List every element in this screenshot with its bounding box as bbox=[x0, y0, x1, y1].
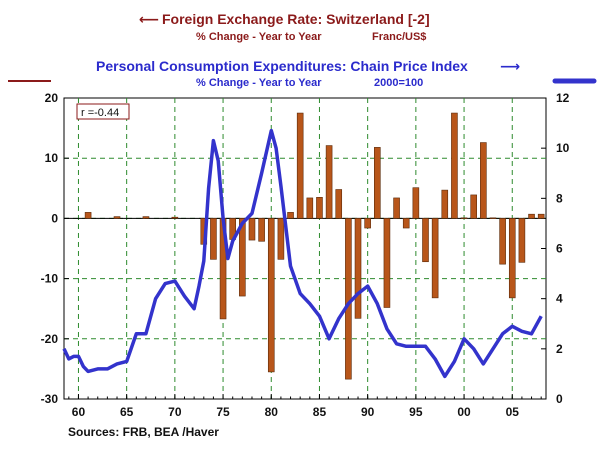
bar bbox=[258, 218, 265, 242]
source-note: Sources: FRB, BEA /Haver bbox=[68, 425, 219, 439]
bar bbox=[335, 189, 343, 219]
bar bbox=[441, 189, 449, 219]
annotation-text: r =-0.44 bbox=[81, 107, 119, 119]
bar bbox=[171, 216, 179, 219]
bar bbox=[470, 194, 477, 219]
bar bbox=[451, 112, 458, 219]
bar bbox=[422, 218, 429, 263]
bar bbox=[345, 218, 352, 380]
left-axis-tick-label: -30 bbox=[41, 392, 59, 406]
right-unit: 2000=100 bbox=[374, 77, 423, 89]
bar bbox=[431, 218, 439, 299]
bar bbox=[210, 218, 217, 260]
bar bbox=[267, 218, 275, 373]
bar bbox=[518, 218, 526, 263]
bar bbox=[402, 218, 410, 229]
right-axis-tick-label: 4 bbox=[556, 292, 563, 306]
left-axis-tick-label: -20 bbox=[41, 332, 59, 346]
x-axis-tick-label: 00 bbox=[457, 405, 471, 419]
bar bbox=[354, 218, 362, 319]
bar bbox=[325, 145, 333, 219]
right-subtitle: % Change - Year to Year bbox=[196, 77, 322, 89]
bar bbox=[528, 213, 535, 219]
x-axis-tick-label: 05 bbox=[506, 405, 520, 419]
line-series bbox=[62, 128, 543, 379]
right-axis-tick-label: 0 bbox=[556, 392, 563, 406]
x-axis-tick-label: 70 bbox=[168, 405, 182, 419]
left-subtitle: % Change - Year to Year bbox=[196, 31, 322, 43]
left-axis-tick-label: 0 bbox=[51, 211, 58, 225]
bar-series bbox=[84, 112, 545, 380]
bar bbox=[412, 187, 420, 219]
left-axis-tick-label: -10 bbox=[41, 272, 59, 286]
bar bbox=[537, 213, 545, 219]
x-axis-tick-label: 95 bbox=[409, 405, 423, 419]
bar bbox=[316, 197, 323, 219]
x-axis: 60 65 70 75 80 85 90 95 00 05 bbox=[68, 394, 542, 419]
right-arrow-icon: ⟶ bbox=[500, 58, 520, 74]
bar bbox=[113, 216, 121, 219]
right-axis: 0 2 4 6 8 10 12 bbox=[541, 91, 570, 406]
right-axis-tick-label: 10 bbox=[556, 141, 570, 155]
bar bbox=[296, 112, 304, 219]
bar bbox=[306, 197, 314, 219]
bar bbox=[499, 218, 506, 265]
x-axis-tick-label: 65 bbox=[120, 405, 134, 419]
left-unit: Franc/US$ bbox=[372, 31, 426, 43]
bar bbox=[374, 147, 381, 219]
bar bbox=[480, 142, 487, 219]
left-axis-tick-label: 10 bbox=[45, 151, 59, 165]
right-axis-tick-label: 2 bbox=[556, 342, 563, 356]
bar bbox=[508, 218, 516, 299]
right-axis-tick-label: 6 bbox=[556, 242, 563, 256]
left-axis: -30 -20 -10 0 10 20 bbox=[41, 91, 69, 406]
bar bbox=[142, 216, 150, 219]
left-arrow-icon: ⟵ bbox=[139, 11, 159, 27]
bar bbox=[84, 212, 92, 219]
bar bbox=[383, 218, 391, 308]
bar bbox=[239, 218, 246, 297]
right-title: Personal Consumption Expenditures: Chain… bbox=[96, 58, 468, 74]
bar bbox=[277, 218, 285, 260]
x-axis-tick-label: 85 bbox=[313, 405, 327, 419]
plot-area bbox=[63, 97, 547, 400]
left-axis-tick-label: 20 bbox=[45, 91, 59, 105]
x-axis-tick-label: 60 bbox=[72, 405, 86, 419]
x-axis-tick-label: 90 bbox=[361, 405, 375, 419]
x-axis-tick-label: 80 bbox=[265, 405, 279, 419]
bar bbox=[287, 212, 294, 219]
bar bbox=[460, 217, 468, 219]
bar bbox=[364, 218, 371, 229]
x-axis-tick-label: 75 bbox=[216, 405, 230, 419]
left-title: Foreign Exchange Rate: Switzerland [-2] bbox=[162, 11, 430, 27]
annotation-box bbox=[76, 103, 130, 120]
right-axis-tick-label: 8 bbox=[556, 191, 563, 205]
right-axis-tick-label: 12 bbox=[556, 91, 570, 105]
bar bbox=[489, 217, 497, 219]
bar bbox=[393, 197, 400, 219]
bar bbox=[248, 218, 256, 241]
